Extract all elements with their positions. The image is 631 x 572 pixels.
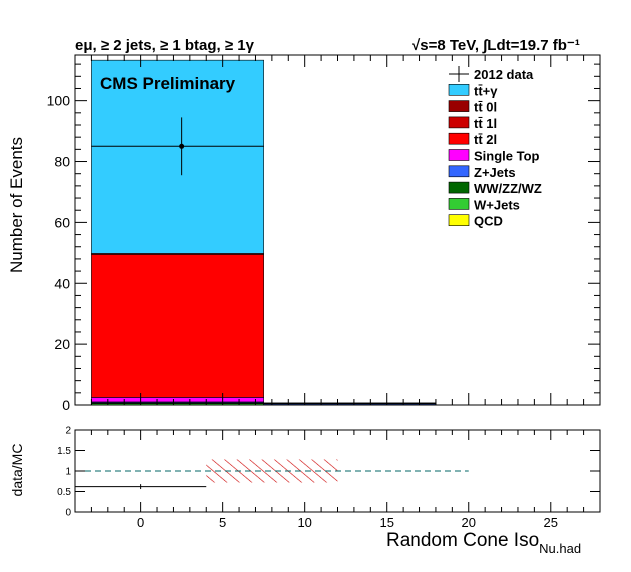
main-plot-panel: 0 20 40 60 80 100 eμ, ≥ 2 jets, ≥ 1 btag, ≥ 1… [7,37,601,413]
y-tick-label: 100 [47,93,71,109]
x-axis-label: Random Cone IsoNu.had [386,530,581,556]
ratio-y-tick-label: 0.5 [57,487,71,498]
legend-label: Single Top [474,149,540,164]
ratio-panel: 0 0.5 1 1.5 2 0 5 10 15 20 25 data/MC Random Cone… [9,426,601,556]
y-tick-label: 80 [54,154,70,170]
legend-label: tt̄ 1l [474,116,497,131]
legend-swatch [448,181,470,194]
stacked-histogram [91,59,437,406]
histogram-bar [263,402,437,404]
histogram-bar [91,397,264,403]
legend-swatch [448,116,470,129]
legend-label: WW/ZZ/WZ [474,181,542,196]
y-axis-ticks: 0 20 40 60 80 100 [47,63,600,413]
data-point [179,143,185,149]
ratio-x-ticks: 0 5 10 15 20 25 [74,430,601,530]
y-axis-label: Number of Events [7,137,26,273]
histogram-bar [91,254,264,398]
legend-label: Z+Jets [474,165,516,180]
ratio-y-tick-label: 1.5 [57,446,71,457]
histogram-bar [91,59,264,254]
x-axis-ticks [74,55,601,405]
legend-label: tt̄+γ [474,83,498,98]
legend-swatch [448,149,470,161]
ratio-y-tick-label: 1 [65,467,71,478]
y-tick-label: 20 [54,336,70,352]
cms-label: CMS Preliminary [100,74,236,93]
legend-label: 2012 data [474,67,534,82]
legend-label: tt̄ 0l [474,100,497,115]
x-tick-label: 20 [462,515,476,530]
x-tick-label: 0 [137,515,144,530]
x-axis-label-main: Random Cone Iso [386,530,539,551]
uncertainty-band [206,459,338,483]
ratio-points [75,484,207,490]
legend-label: W+Jets [474,197,520,212]
chart-title-left: eμ, ≥ 2 jets, ≥ 1 btag, ≥ 1γ [75,37,255,54]
legend-swatch [448,84,470,96]
ratio-y-ticks: 0 0.5 1 1.5 2 [57,426,600,519]
legend-label: tt̄ 2l [474,132,497,147]
x-tick-label: 25 [544,515,558,530]
legend-swatch [448,100,470,112]
x-tick-label: 10 [297,515,311,530]
y-tick-label: 40 [54,275,70,291]
x-axis-label-subscript: Nu.had [539,541,581,556]
uncertainty-hatch [206,459,338,483]
legend-swatch [448,198,470,210]
legend-swatch [448,214,470,226]
x-tick-label: 15 [379,515,393,530]
ratio-y-axis-label: data/MC [9,444,25,497]
y-tick-label: 60 [54,214,70,230]
data-points [91,117,264,176]
ratio-y-tick-label: 2 [65,426,71,437]
ratio-y-tick-label: 0 [65,508,71,519]
legend-swatch [448,132,470,145]
x-tick-label: 5 [219,515,226,530]
y-tick-label: 0 [62,397,70,413]
legend-swatch [448,165,470,178]
chart-title-right: √s=8 TeV, ∫Ldt=19.7 fb⁻¹ [412,37,580,54]
legend-label: QCD [474,214,503,229]
